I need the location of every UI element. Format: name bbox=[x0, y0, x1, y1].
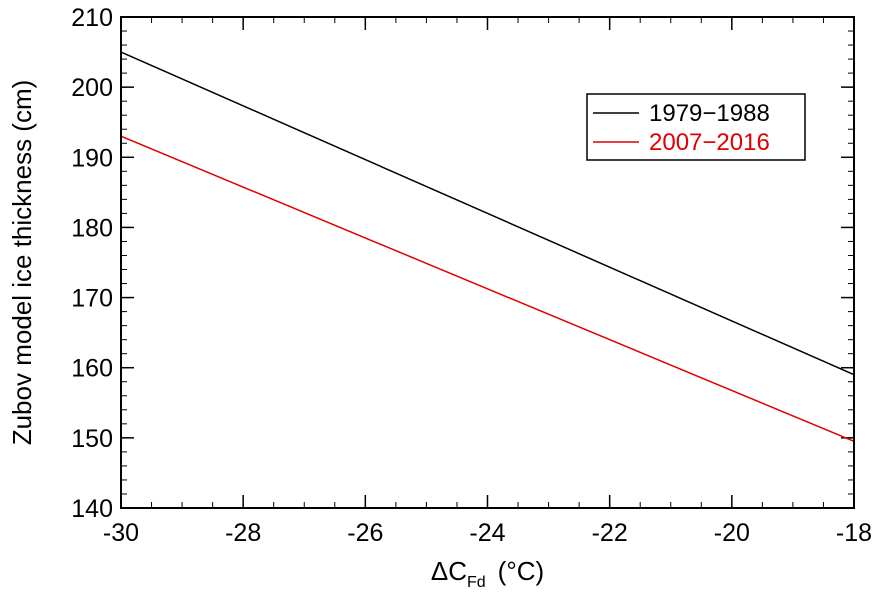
x-tick-label: -22 bbox=[592, 519, 628, 547]
x-tick-label: -26 bbox=[347, 519, 383, 547]
x-axis-label-main: ΔC bbox=[431, 556, 467, 586]
series-line-2 bbox=[120, 135, 855, 443]
x-tick-label: -20 bbox=[714, 519, 750, 547]
x-axis-label: ΔCFd (°C) bbox=[431, 556, 544, 591]
y-tick-label: 210 bbox=[71, 4, 113, 32]
x-tick-labels: -30 -28 -26 -24 -22 -20 -18 bbox=[103, 519, 872, 547]
x-axis-label-unit: (°C) bbox=[498, 556, 545, 586]
x-axis-label-subscript: Fd bbox=[467, 574, 486, 591]
legend-label-1: 1979−1988 bbox=[649, 100, 770, 127]
x-tick-label: -28 bbox=[225, 519, 261, 547]
x-tick-label: -18 bbox=[836, 519, 872, 547]
y-tick-label: 190 bbox=[71, 144, 113, 172]
minor-ticks bbox=[120, 16, 855, 509]
y-tick-label: 180 bbox=[71, 214, 113, 242]
x-tick-label: -30 bbox=[103, 519, 139, 547]
legend-box bbox=[586, 93, 806, 161]
legend-label-2: 2007−2016 bbox=[649, 129, 770, 156]
y-tick-label: 200 bbox=[71, 74, 113, 102]
plot-frame bbox=[120, 16, 855, 509]
series-line-1 bbox=[120, 51, 855, 376]
series-lines bbox=[120, 51, 855, 443]
y-tick-label: 140 bbox=[71, 495, 113, 523]
y-axis-label: Zubov model ice thickness (cm) bbox=[7, 80, 37, 446]
y-tick-labels: 140 150 160 170 180 190 200 210 bbox=[71, 4, 113, 523]
x-tick-label: -24 bbox=[469, 519, 505, 547]
y-tick-label: 170 bbox=[71, 285, 113, 313]
major-ticks bbox=[120, 16, 855, 509]
y-tick-label: 150 bbox=[71, 425, 113, 453]
y-tick-label: 160 bbox=[71, 355, 113, 383]
